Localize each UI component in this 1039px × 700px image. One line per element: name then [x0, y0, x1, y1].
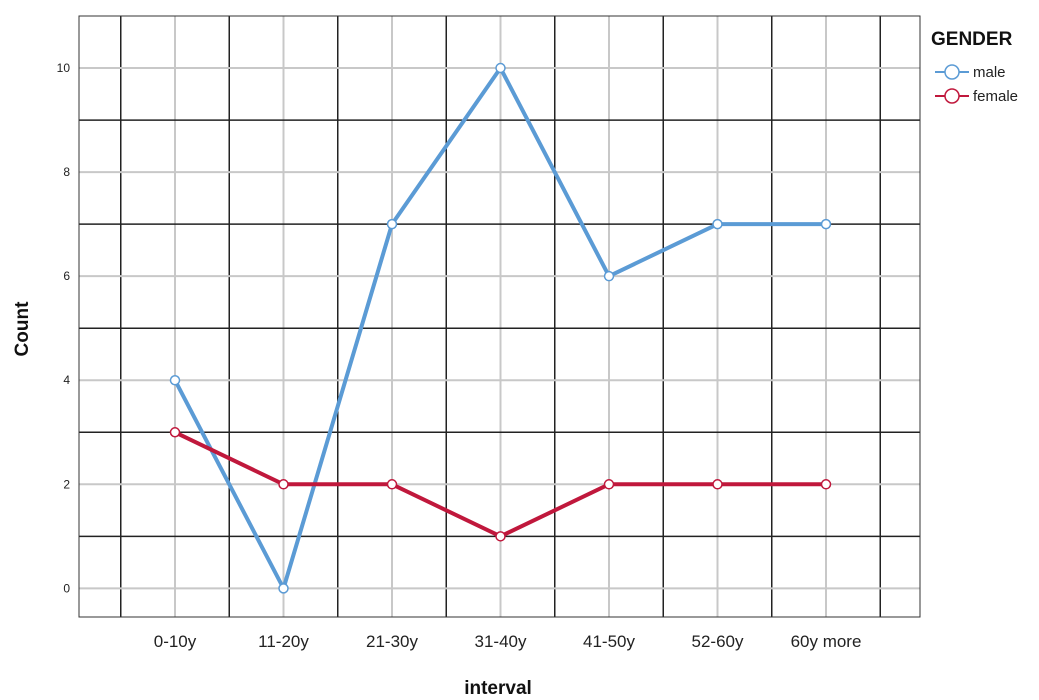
legend: GENDER male female	[931, 29, 1018, 105]
data-point-female	[278, 479, 289, 490]
y-tick-label: 4	[63, 373, 70, 387]
x-tick-label: 60y more	[791, 632, 862, 651]
data-point-male	[712, 218, 723, 230]
legend-label: male	[973, 64, 1006, 81]
x-tick-label: 41-50y	[583, 632, 635, 651]
data-point-male	[820, 218, 832, 230]
legend-label: female	[973, 88, 1018, 105]
data-point-male	[169, 374, 181, 386]
data-point-female	[386, 479, 398, 490]
y-tick-label: 6	[63, 269, 70, 283]
data-point-female	[169, 427, 181, 438]
series-male	[169, 62, 832, 594]
data-point-female	[495, 531, 506, 542]
y-axis-ticks: 0 2 4 6 8 10	[57, 61, 71, 595]
data-point-female	[603, 479, 615, 490]
data-point-male	[603, 270, 615, 282]
x-tick-label: 11-20y	[258, 632, 309, 651]
grid	[79, 16, 920, 617]
series-lines	[169, 62, 832, 594]
x-tick-label: 21-30y	[366, 632, 418, 651]
x-axis-ticks: 0-10y 11-20y 21-30y 31-40y 41-50y 52-60y 60y m…	[154, 632, 862, 651]
y-tick-label: 10	[57, 61, 71, 75]
data-point-male	[495, 62, 506, 74]
y-tick-label: 8	[63, 165, 70, 179]
legend-items: male female	[935, 64, 1018, 105]
legend-marker	[944, 88, 960, 104]
x-tick-label: 52-60y	[692, 632, 744, 651]
x-tick-label: 0-10y	[154, 632, 197, 651]
data-point-male	[386, 218, 398, 230]
y-tick-label: 0	[63, 581, 70, 595]
legend-title: GENDER	[931, 29, 1013, 50]
data-point-female	[712, 479, 723, 490]
legend-marker	[944, 64, 960, 80]
legend-item-male: male	[935, 64, 1006, 81]
y-tick-label: 2	[63, 477, 70, 491]
legend-item-female: female	[935, 88, 1018, 105]
data-point-male	[278, 583, 289, 594]
series-female	[169, 427, 832, 542]
data-point-female	[820, 479, 832, 490]
plot-area-border	[78, 15, 921, 618]
y-axis-title: Count	[12, 301, 33, 357]
x-tick-label: 31-40y	[475, 632, 527, 651]
x-axis-title: interval	[464, 678, 532, 699]
